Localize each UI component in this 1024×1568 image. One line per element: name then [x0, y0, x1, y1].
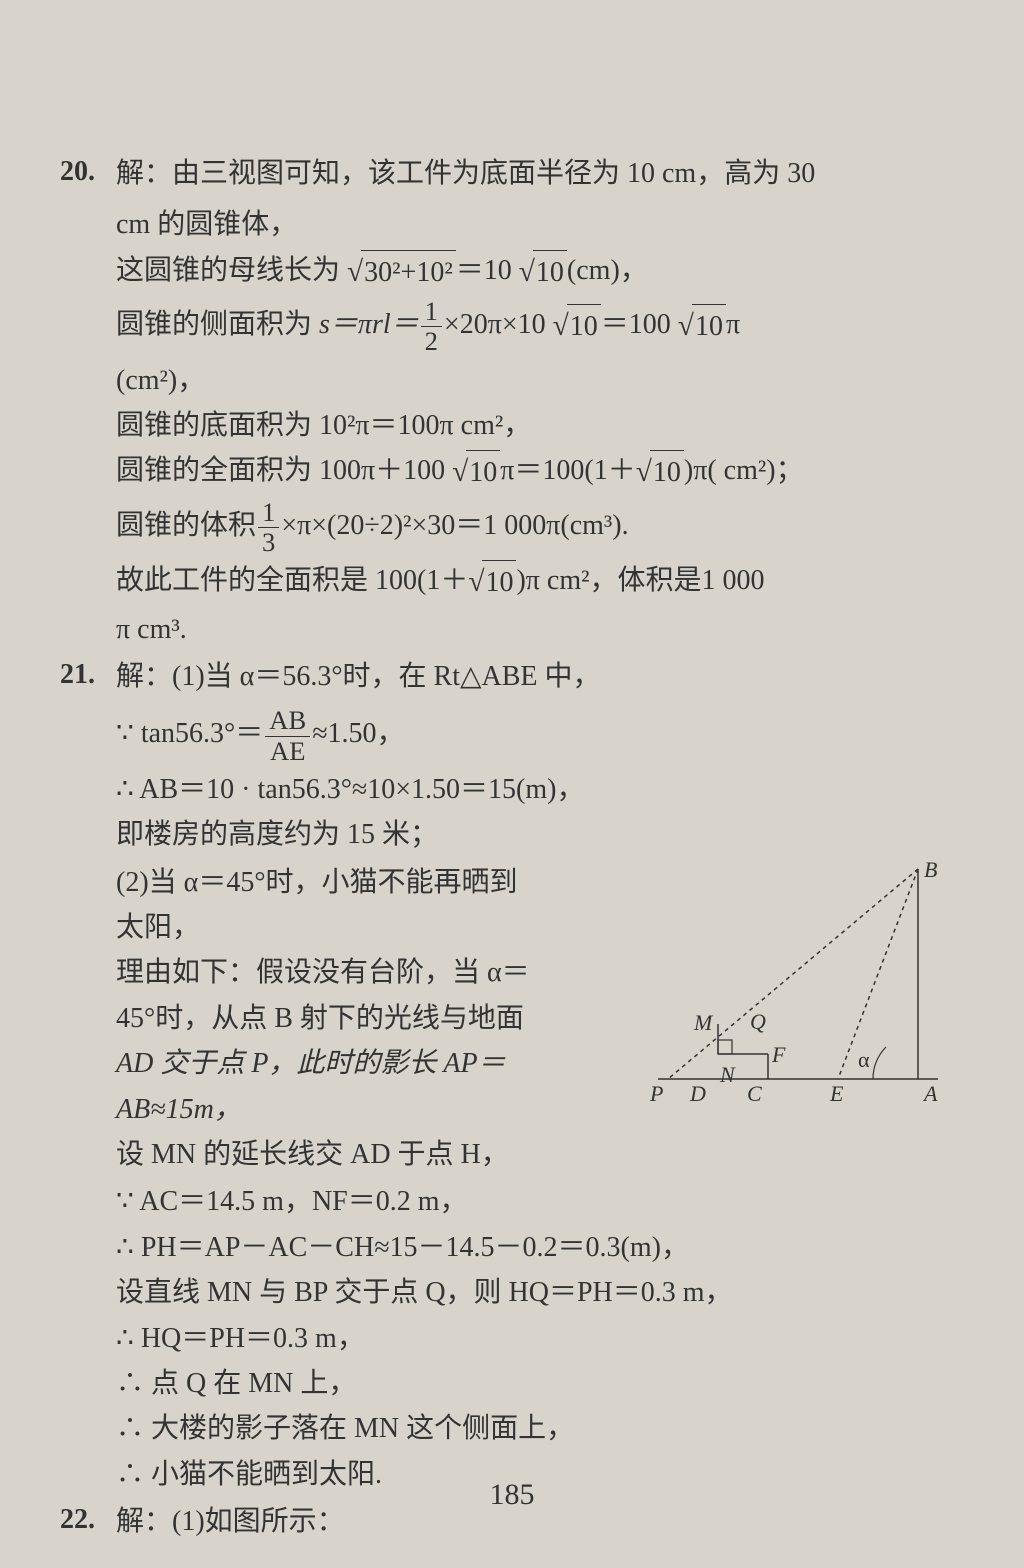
text: 设 MN 的延长线交 AD 于点 H，	[116, 1139, 509, 1170]
problem-20-content: cm 的圆锥体， 这圆锥的母线长为 30²+10²＝10 10(cm)， 圆锥的…	[60, 203, 964, 651]
text: ＝10	[456, 255, 519, 286]
text-column: (2)当 α＝45°时，小猫不能再晒到 太阳， 理由如下：假设没有台阶，当 α＝…	[116, 859, 608, 1179]
sqrt: 30²+10²	[347, 250, 456, 296]
text-line: (2)当 α＝45°时，小猫不能再晒到	[116, 861, 608, 904]
text-line: 设直线 MN 与 BP 交于点 Q，则 HQ＝PH＝0.3 m，	[116, 1271, 964, 1314]
sqrt: 10	[636, 450, 684, 496]
text: 圆锥的体积	[116, 510, 256, 541]
text-line: ∵ AC＝14.5 m，NF＝0.2 m，	[116, 1180, 964, 1223]
text-line: 设 MN 的延长线交 AD 于点 H，	[116, 1133, 608, 1176]
text-line: 圆锥的底面积为 10²π＝100π cm²，	[116, 404, 964, 447]
text-line: ∴ PH＝AP－AC－CH≈15－14.5－0.2＝0.3(m)，	[116, 1226, 964, 1269]
text-line: ∴ 大楼的影子落在 MN 这个侧面上，	[116, 1407, 964, 1450]
svg-text:α: α	[858, 1047, 870, 1072]
geometry-figure: B A E C D P M N FQα	[608, 859, 968, 1119]
text-line: 45°时，从点 B 射下的光线与地面	[116, 997, 608, 1040]
numerator: 1	[421, 297, 442, 327]
svg-text:N: N	[719, 1062, 736, 1087]
text: (cm)，	[567, 255, 648, 286]
radicand: 10	[692, 304, 726, 350]
sqrt: 10	[678, 304, 726, 350]
svg-text:D: D	[689, 1081, 706, 1106]
radicand: 10	[650, 450, 684, 496]
sqrt: 10	[519, 250, 567, 296]
text: 圆锥的侧面积为	[116, 309, 319, 340]
text-line: 解：(1)当 α＝56.3°时，在 Rt△ABE 中，	[116, 655, 964, 698]
text-line: AD 交于点 P，此时的影长 AP＝	[116, 1042, 608, 1085]
numerator: AB	[265, 706, 310, 736]
svg-text:Q: Q	[750, 1009, 766, 1034]
text-line: ∴ HQ＝PH＝0.3 m，	[116, 1317, 964, 1360]
text-line: ∵ tan56.3°＝ABAE≈1.50，	[116, 706, 964, 766]
svg-text:B: B	[924, 859, 937, 882]
fraction: ABAE	[263, 706, 312, 766]
radicand: 10	[466, 450, 500, 496]
problem-21-content: ∵ tan56.3°＝ABAE≈1.50， ∴ AB＝10 · tan56.3°…	[60, 706, 964, 1496]
text: ＝100	[601, 309, 678, 340]
denominator: 3	[258, 528, 279, 557]
text-line: 这圆锥的母线长为 30²+10²＝10 10(cm)，	[116, 249, 964, 295]
fraction: 12	[419, 297, 444, 357]
svg-text:C: C	[747, 1081, 762, 1106]
svg-text:M: M	[693, 1010, 714, 1035]
text: ∵ tan56.3°＝	[116, 719, 263, 750]
text: )π cm²，体积是1 000	[516, 565, 764, 596]
sqrt: 10	[468, 560, 516, 606]
sqrt: 10	[553, 304, 601, 350]
page-number: 185	[0, 1472, 1024, 1519]
denominator: AE	[265, 737, 310, 766]
fraction: 13	[256, 498, 281, 558]
text: 故此工件的全面积是 100(1＋	[116, 565, 468, 596]
text-line: 圆锥的全面积为 100π＋100 10π＝100(1＋10)π( cm²)；	[116, 449, 964, 495]
text-line: cm 的圆锥体，	[116, 203, 964, 246]
radicand: 10	[533, 250, 567, 296]
problem-number: 21.	[60, 653, 116, 700]
text-line: 故此工件的全面积是 100(1＋ 10)π cm²，体积是1 000	[116, 559, 964, 605]
text: ×20π×10	[444, 309, 553, 340]
problem-21: 21. 解：(1)当 α＝56.3°时，在 Rt△ABE 中，	[60, 653, 964, 700]
text-line: 圆锥的侧面积为 s＝πrl＝12×20π×10 10＝100 10π	[116, 297, 964, 357]
radicand: 10	[482, 560, 516, 606]
text-line: 即楼房的高度约为 15 米；	[116, 813, 964, 856]
svg-text:A: A	[922, 1081, 938, 1106]
svg-text:E: E	[829, 1081, 844, 1106]
text: )π( cm²)；	[684, 455, 804, 486]
problem-number: 20.	[60, 150, 116, 197]
radicand: 10	[567, 304, 601, 350]
problem-body: 解：(1)当 α＝56.3°时，在 Rt△ABE 中，	[116, 653, 964, 700]
radicand: 30²+10²	[361, 250, 456, 296]
denominator: 2	[421, 327, 442, 356]
problem-body: 解：由三视图可知，该工件为底面半径为 10 cm，高为 30	[116, 150, 964, 197]
text-line: ∴ 点 Q 在 MN 上，	[116, 1362, 964, 1405]
formula: s＝πrl＝	[319, 309, 419, 340]
svg-text:F: F	[771, 1042, 786, 1067]
sqrt: 10	[452, 450, 500, 496]
text: 这圆锥的母线长为	[116, 255, 347, 286]
text-line: 解：由三视图可知，该工件为底面半径为 10 cm，高为 30	[116, 152, 964, 195]
triangle-diagram: B A E C D P M N FQα	[608, 859, 968, 1119]
text-with-figure-row: (2)当 α＝45°时，小猫不能再晒到 太阳， 理由如下：假设没有台阶，当 α＝…	[116, 859, 964, 1179]
text-line: AB≈15m，	[116, 1088, 608, 1131]
text: AB≈15m，	[116, 1094, 242, 1125]
text: π	[726, 309, 740, 340]
text: AD 交于点 P，此时的影长 AP＝	[116, 1048, 506, 1079]
page: 20. 解：由三视图可知，该工件为底面半径为 10 cm，高为 30 cm 的圆…	[0, 0, 1024, 1568]
text-line: π cm³.	[116, 608, 964, 651]
numerator: 1	[258, 498, 279, 528]
text-line: (cm²)，	[116, 359, 964, 402]
text: π＝100(1＋	[500, 455, 635, 486]
text-line: 太阳，	[116, 906, 608, 949]
text-line: 理由如下：假设没有台阶，当 α＝	[116, 951, 608, 994]
svg-text:P: P	[649, 1081, 663, 1106]
text: ≈1.50，	[312, 719, 404, 750]
text-line: 圆锥的体积13×π×(20÷2)²×30＝1 000π(cm³).	[116, 498, 964, 558]
text: 圆锥的全面积为 100π＋100	[116, 455, 452, 486]
problem-20: 20. 解：由三视图可知，该工件为底面半径为 10 cm，高为 30	[60, 150, 964, 197]
text: ×π×(20÷2)²×30＝1 000π(cm³).	[281, 510, 628, 541]
text-line: ∴ AB＝10 · tan56.3°≈10×1.50＝15(m)，	[116, 768, 964, 811]
